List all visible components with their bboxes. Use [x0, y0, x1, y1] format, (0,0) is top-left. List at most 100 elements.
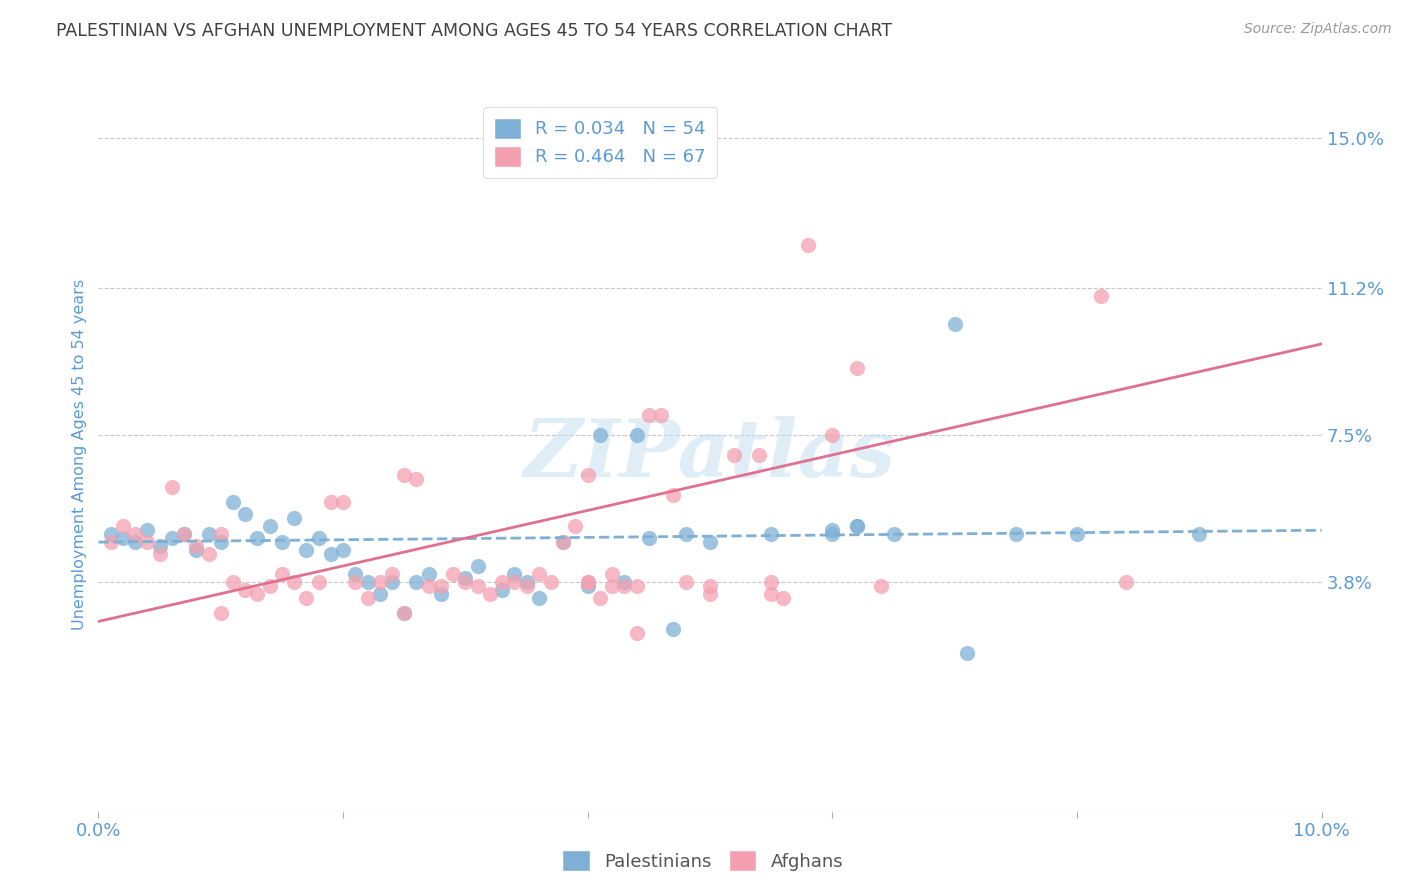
Point	[368, 574, 391, 589]
Point	[467, 579, 489, 593]
Text: Source: ZipAtlas.com: Source: ZipAtlas.com	[1244, 22, 1392, 37]
Point	[233, 508, 256, 522]
Point	[759, 574, 782, 589]
Point	[675, 527, 697, 541]
Point	[209, 607, 232, 621]
Point	[222, 495, 245, 509]
Y-axis label: Unemployment Among Ages 45 to 54 years: Unemployment Among Ages 45 to 54 years	[72, 279, 87, 631]
Text: PALESTINIAN VS AFGHAN UNEMPLOYMENT AMONG AGES 45 TO 54 YEARS CORRELATION CHART: PALESTINIAN VS AFGHAN UNEMPLOYMENT AMONG…	[56, 22, 893, 40]
Point	[503, 566, 526, 581]
Point	[1115, 574, 1137, 589]
Point	[308, 574, 330, 589]
Point	[111, 519, 134, 533]
Point	[626, 428, 648, 442]
Point	[576, 574, 599, 589]
Point	[283, 574, 305, 589]
Point	[197, 547, 219, 561]
Point	[699, 587, 721, 601]
Point	[637, 409, 661, 423]
Point	[1004, 527, 1026, 541]
Point	[845, 519, 868, 533]
Point	[197, 527, 219, 541]
Point	[723, 448, 745, 462]
Point	[576, 467, 599, 482]
Point	[564, 519, 586, 533]
Point	[186, 543, 208, 558]
Point	[516, 579, 538, 593]
Point	[173, 527, 195, 541]
Point	[589, 428, 612, 442]
Point	[637, 531, 661, 545]
Point	[356, 574, 378, 589]
Point	[1090, 289, 1112, 303]
Point	[392, 467, 416, 482]
Point	[553, 535, 575, 549]
Point	[246, 531, 269, 545]
Point	[821, 527, 844, 541]
Point	[589, 591, 612, 605]
Point	[392, 607, 416, 621]
Point	[491, 582, 513, 597]
Point	[173, 527, 195, 541]
Point	[259, 519, 281, 533]
Point	[368, 587, 391, 601]
Point	[100, 535, 122, 549]
Point	[381, 574, 404, 589]
Text: ZIPatlas: ZIPatlas	[524, 417, 896, 493]
Point	[699, 579, 721, 593]
Point	[491, 574, 513, 589]
Point	[149, 539, 172, 553]
Point	[662, 487, 685, 501]
Point	[295, 543, 318, 558]
Point	[467, 558, 489, 573]
Point	[356, 591, 378, 605]
Point	[124, 535, 146, 549]
Legend: Palestinians, Afghans: Palestinians, Afghans	[555, 843, 851, 879]
Point	[319, 495, 342, 509]
Point	[845, 519, 868, 533]
Point	[540, 574, 562, 589]
Point	[405, 472, 427, 486]
Point	[136, 523, 159, 537]
Point	[430, 587, 453, 601]
Point	[797, 237, 820, 252]
Point	[821, 428, 844, 442]
Point	[160, 480, 183, 494]
Point	[527, 566, 550, 581]
Point	[478, 587, 501, 601]
Point	[943, 317, 966, 331]
Point	[270, 566, 292, 581]
Point	[553, 535, 575, 549]
Point	[270, 535, 292, 549]
Point	[344, 566, 367, 581]
Point	[662, 623, 685, 637]
Point	[613, 579, 636, 593]
Point	[405, 574, 427, 589]
Point	[883, 527, 905, 541]
Point	[332, 543, 354, 558]
Point	[111, 531, 134, 545]
Point	[319, 547, 342, 561]
Point	[160, 531, 183, 545]
Point	[527, 591, 550, 605]
Point	[600, 579, 623, 593]
Point	[100, 527, 122, 541]
Point	[1066, 527, 1088, 541]
Point	[392, 607, 416, 621]
Point	[308, 531, 330, 545]
Point	[332, 495, 354, 509]
Point	[870, 579, 893, 593]
Point	[209, 527, 232, 541]
Point	[600, 566, 623, 581]
Point	[222, 574, 245, 589]
Point	[576, 579, 599, 593]
Point	[821, 523, 844, 537]
Point	[1188, 527, 1211, 541]
Point	[209, 535, 232, 549]
Point	[186, 539, 208, 553]
Point	[283, 511, 305, 525]
Legend: R = 0.034   N = 54, R = 0.464   N = 67: R = 0.034 N = 54, R = 0.464 N = 67	[484, 107, 717, 178]
Point	[246, 587, 269, 601]
Point	[259, 579, 281, 593]
Point	[344, 574, 367, 589]
